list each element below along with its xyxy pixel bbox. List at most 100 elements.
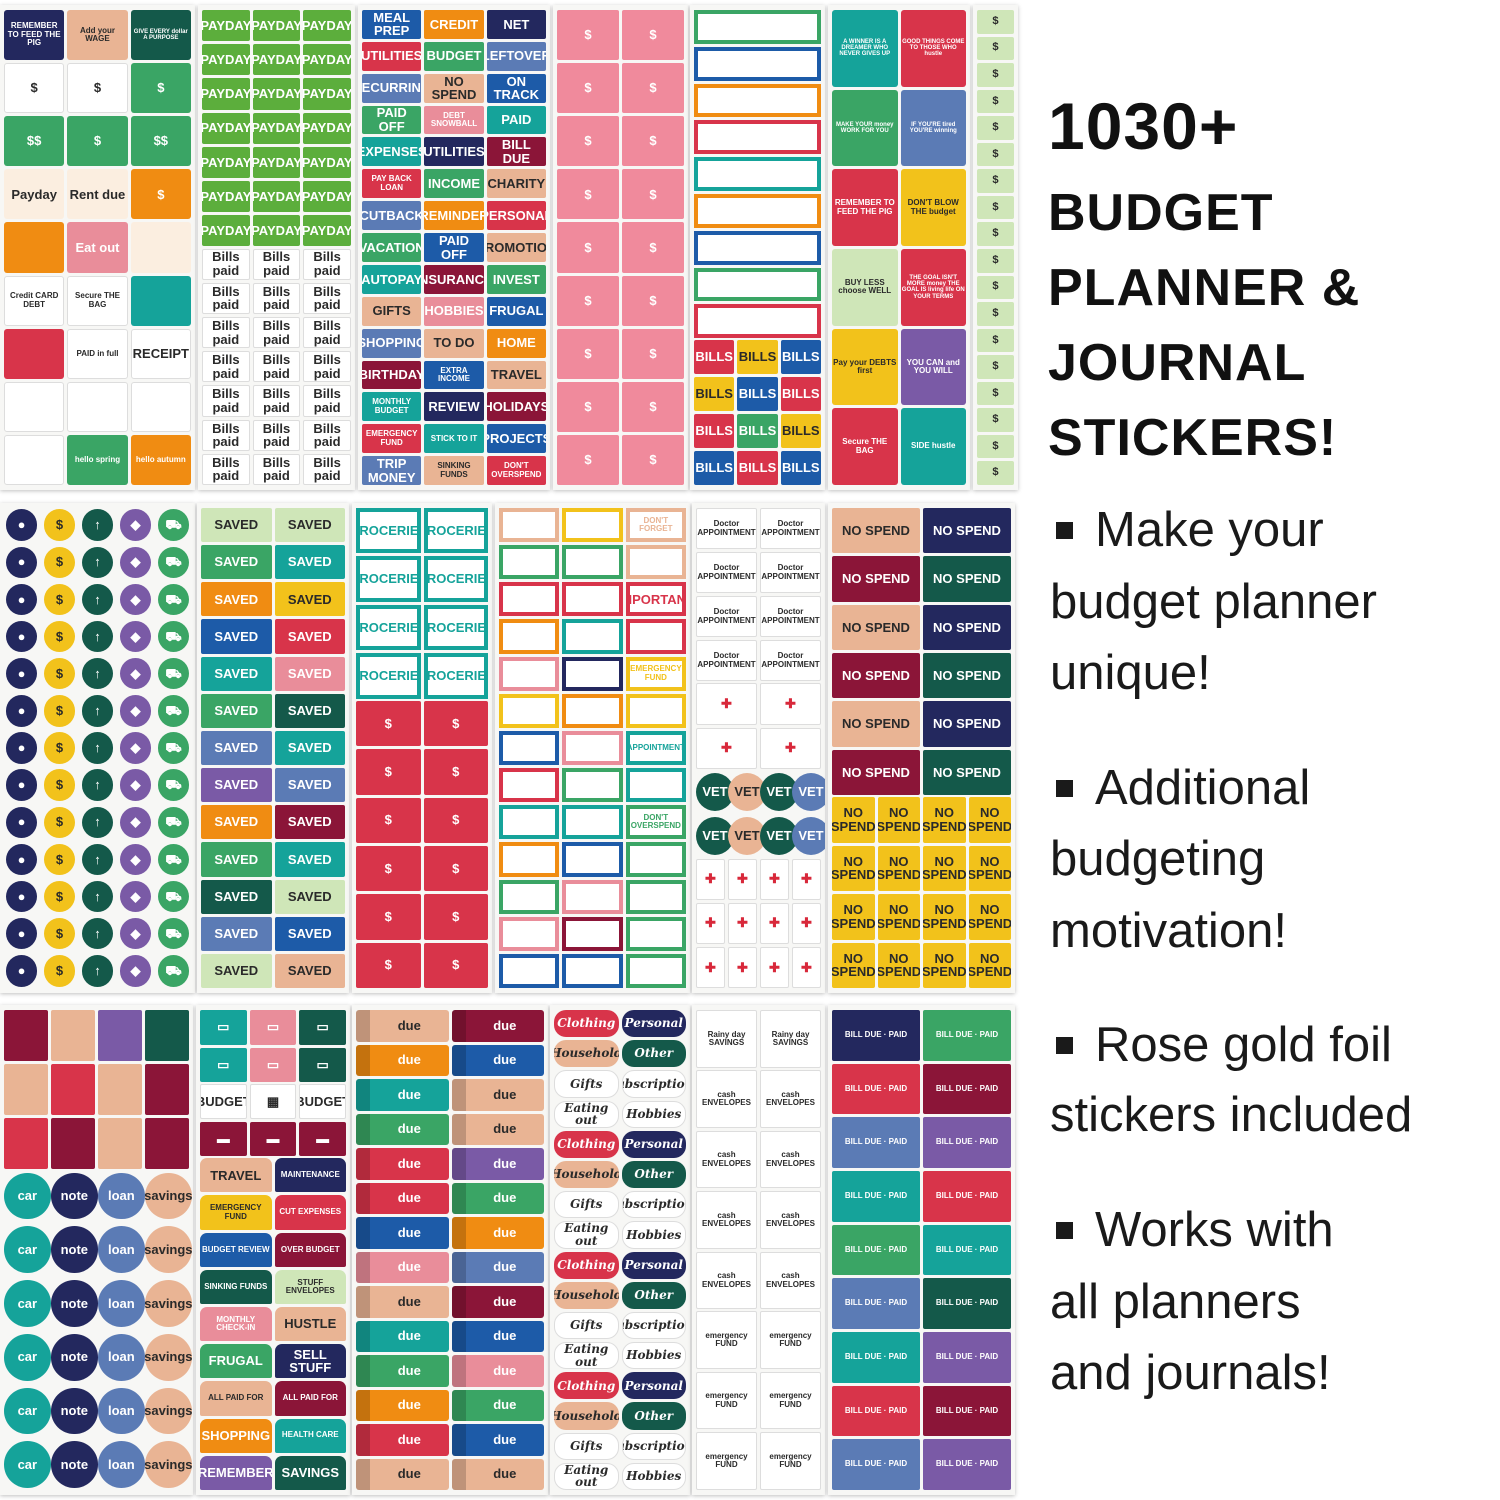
sticker: $ <box>977 116 1014 140</box>
sticker: cash ENVELOPES <box>696 1251 757 1310</box>
sticker: due <box>451 1320 544 1352</box>
sticker-sheet-groceries-gas: GROCERIESGROCERIESGROCERIESGROCERIESGROC… <box>352 503 492 993</box>
sticker: NO SPEND <box>968 797 1011 843</box>
sticker: HOBBIES <box>424 296 484 326</box>
sticker: MAINTENANCE <box>274 1158 346 1193</box>
sticker: $ <box>43 583 76 616</box>
sticker-group: REMEMBER TO FEED THE PIG Add your WAGE GIV… <box>4 9 191 486</box>
sticker: Bills paid <box>303 282 351 314</box>
sticker: PAID OFF <box>424 233 484 262</box>
sticker: VET <box>696 772 734 811</box>
sticker <box>499 545 560 580</box>
sticker: NET <box>486 10 546 39</box>
sticker: $ <box>622 169 684 220</box>
sticker <box>98 1063 142 1115</box>
sticker: Subscriptions <box>621 1070 686 1098</box>
sticker: GIVE EVERY dollar A PURPOSE <box>130 10 191 61</box>
sticker: due <box>451 1251 544 1283</box>
sticker: AUTOPAY <box>362 264 422 294</box>
sticker: BILL DUE · PAID <box>832 1278 920 1329</box>
sticker: PERSONAL <box>486 201 546 231</box>
sticker: cash ENVELOPES <box>760 1070 821 1128</box>
sticker: BILLS <box>737 414 778 449</box>
sticker: ⛟ <box>157 657 190 690</box>
sticker <box>499 842 560 877</box>
sticker: ▭ <box>299 1047 346 1083</box>
sticker: $ <box>977 355 1014 379</box>
sticker: Hobbies <box>621 1221 686 1249</box>
sticker: MONTHLY BUDGET <box>362 392 422 422</box>
product-text-panel: 1030+ BUDGET PLANNER & JOURNAL STICKERS!… <box>1048 0 1500 1500</box>
sticker <box>694 194 821 228</box>
sticker: due <box>356 1458 449 1490</box>
sticker: loan <box>98 1226 145 1274</box>
sticker: loan <box>98 1172 145 1220</box>
sticker: ✚ <box>696 727 757 769</box>
sticker <box>694 120 821 155</box>
sticker: Secure THE BAG <box>832 408 898 485</box>
sticker: GROCERIES <box>423 604 488 651</box>
sticker: SAVED <box>201 582 272 617</box>
sticker: VET <box>728 772 766 811</box>
sticker: ⛟ <box>157 843 190 876</box>
sticker: hello autumn <box>130 434 191 485</box>
sticker <box>67 381 128 432</box>
sticker-group: emergency FUND emergency FUND emergency FU… <box>696 1310 821 1491</box>
sticker: $ <box>43 657 76 690</box>
sticker: savings <box>145 1441 192 1488</box>
sticker-group: Bills paid Bills paid Bills paid Bills paid… <box>202 248 351 487</box>
sticker: BILL DUE · PAID <box>832 1171 920 1222</box>
sticker-sheet-motivation-illustrations: REMEMBER TO FEED THE PIG Add your WAGE GIV… <box>0 5 195 490</box>
sticker: ● <box>5 880 38 913</box>
sticker: $ <box>356 700 421 747</box>
sticker: $ <box>423 942 488 988</box>
sticker: LEFTOVER <box>486 41 546 71</box>
sticker: PROMOTION <box>486 233 546 262</box>
sticker: NO SPEND <box>923 508 1011 554</box>
sticker: $ <box>977 275 1014 300</box>
sticker: emergency FUND <box>696 1371 757 1430</box>
sticker: ◆ <box>119 583 152 616</box>
sticker <box>562 582 623 617</box>
sticker: BILL DUE · PAID <box>923 1332 1011 1383</box>
sticker: ● <box>5 546 38 578</box>
sticker: Rent due <box>67 169 128 220</box>
sticker-group: DON'T FORGET IMPORTANT EMERGENCY FUND APPOI… <box>499 507 686 989</box>
sticker: BILLS <box>694 340 735 375</box>
sticker-group: car note loan savings car note loan savings car n… <box>4 1170 192 1491</box>
sticker <box>625 619 686 654</box>
sticker: Pay your DEBTS first <box>832 328 898 406</box>
sticker-group: $ $ $ $ $ $ $ $ $ $ $ $ $ $ $ $ $ $ <box>977 9 1014 486</box>
sticker: PAYDAY <box>202 215 250 247</box>
sticker: Other <box>621 1281 686 1309</box>
sticker <box>4 1010 48 1061</box>
sticker-sheet-finance-icons-labels: ▭▭▭▭▭▭BUDGET▦BUDGET▬▬▬TRAVELMAINTENANCEE… <box>196 1005 350 1495</box>
sticker: note <box>51 1441 98 1488</box>
sticker: NO SPEND <box>877 797 920 843</box>
sticker: emergency FUND <box>696 1432 757 1490</box>
sticker: $ <box>622 381 684 432</box>
sticker: $ <box>43 732 76 764</box>
sticker-group <box>4 1009 189 1170</box>
sticker: cash ENVELOPES <box>696 1191 757 1249</box>
sticker: NO SPEND <box>832 701 920 747</box>
sticker: $ <box>977 142 1014 167</box>
sticker: SINKING FUNDS <box>200 1269 272 1305</box>
sticker: $ <box>622 275 684 326</box>
sticker-group: Doctor APPOINTMENT Doctor APPOINTMENT Doct… <box>696 507 821 682</box>
sticker: NO SPEND <box>923 942 966 988</box>
sticker: ● <box>5 657 38 690</box>
sticker: Personal <box>621 1130 686 1158</box>
sticker-group: cash ENVELOPES cash ENVELOPES cash ENVELOP… <box>696 1069 821 1310</box>
sticker: VET <box>792 816 825 855</box>
sticker: NO SPEND <box>424 73 484 103</box>
sticker: $ <box>43 620 76 653</box>
sticker: $ <box>557 222 619 273</box>
sticker: Bills paid <box>202 453 250 485</box>
sticker: NO SPEND <box>832 653 920 699</box>
sticker-group: NO SPEND NO SPEND NO SPEND NO SPEND NO SPEND… <box>832 796 1011 989</box>
sticker: emergency FUND <box>760 1432 821 1490</box>
sticker: SAVED <box>201 805 272 840</box>
sticker: $ <box>557 381 619 432</box>
headline-line: JOURNAL <box>1048 334 1307 392</box>
